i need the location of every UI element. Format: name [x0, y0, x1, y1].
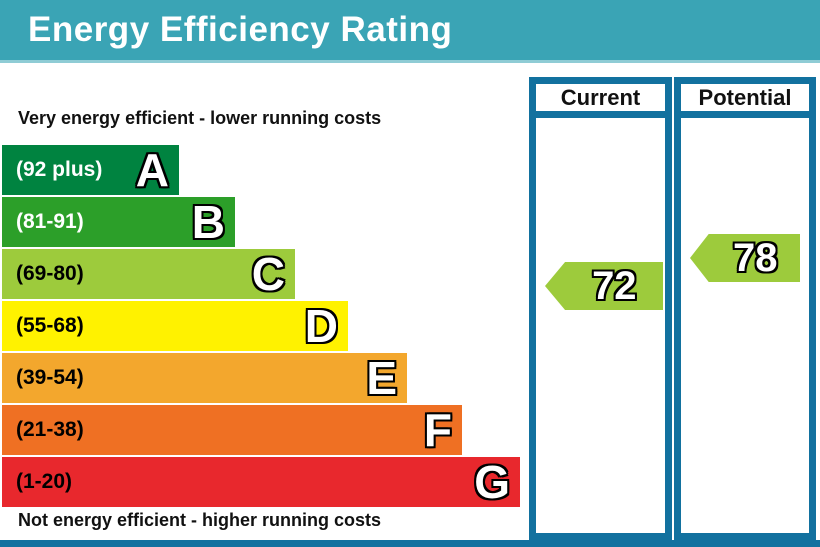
- band-letter: D: [304, 300, 338, 352]
- band-letter: B: [191, 196, 225, 248]
- current-rating-value: 72: [592, 263, 637, 308]
- rating-band-c: (69-80) C: [2, 249, 295, 299]
- rating-band-f: (21-38) F: [2, 405, 462, 455]
- band-letter: E: [366, 352, 397, 404]
- potential-column: Potential 78: [674, 77, 816, 540]
- page-title: Energy Efficiency Rating: [28, 10, 453, 49]
- rating-band-b: (81-91) B: [2, 197, 235, 247]
- rating-band-g: (1-20) G: [2, 457, 520, 507]
- title-bar: Energy Efficiency Rating: [0, 0, 820, 63]
- potential-rating-value: 78: [732, 235, 778, 280]
- top-note: Very energy efficient - lower running co…: [18, 108, 382, 128]
- rating-band-d: (55-68) D: [2, 301, 348, 351]
- potential-arrow: 78: [690, 234, 800, 282]
- current-column: Current 72: [529, 77, 672, 540]
- band-range: (81-91): [16, 210, 84, 233]
- band-letter: A: [135, 144, 169, 196]
- band-range: (1-20): [16, 470, 73, 493]
- rating-band-a: (92 plus) A: [2, 145, 179, 195]
- band-letter: G: [474, 456, 510, 508]
- rating-bands: (92 plus) A (81-91) B (69-80) C (55-68) …: [2, 145, 520, 507]
- band-range: (39-54): [16, 366, 84, 389]
- potential-column-header: Potential: [681, 84, 809, 118]
- bottom-accent-bar: [0, 540, 820, 547]
- band-letter: F: [423, 404, 452, 456]
- current-arrow: 72: [545, 262, 663, 310]
- bottom-note: Not energy efficient - higher running co…: [18, 510, 382, 530]
- band-range: (55-68): [16, 314, 84, 337]
- band-range: (92 plus): [16, 158, 103, 181]
- current-column-header: Current: [536, 84, 665, 118]
- band-range: (69-80): [16, 262, 84, 285]
- rating-band-e: (39-54) E: [2, 353, 407, 403]
- band-letter: C: [251, 248, 285, 300]
- band-range: (21-38): [16, 418, 84, 441]
